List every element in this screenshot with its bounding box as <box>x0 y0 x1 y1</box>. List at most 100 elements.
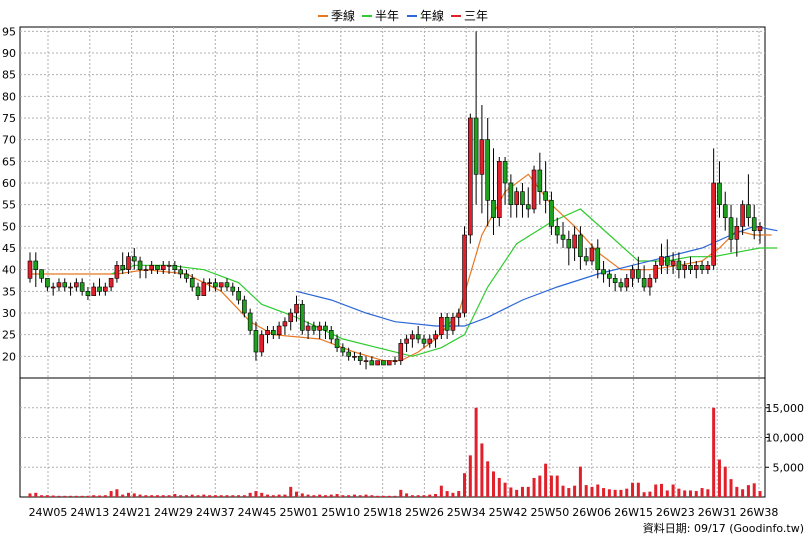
volume-bar <box>520 486 524 497</box>
candle-body <box>108 278 114 288</box>
volume-bar <box>335 494 339 497</box>
volume-bar <box>596 484 600 497</box>
candle-body <box>734 226 740 240</box>
candle-body <box>566 239 572 249</box>
candle-body <box>711 182 716 266</box>
volume-bar <box>242 495 246 497</box>
legend-label-half-year: 半年 <box>375 9 399 23</box>
volume-bar <box>92 495 96 497</box>
candle-body <box>624 278 630 288</box>
volume-bar <box>115 489 119 497</box>
volume-bar <box>619 489 623 497</box>
legend-label-quarter: 季線 <box>331 8 355 23</box>
volume-bar <box>694 491 698 497</box>
volume-bar <box>150 495 154 497</box>
volume-bar <box>347 495 351 497</box>
price-tick-label: 80 <box>2 90 16 103</box>
price-tick-label: 20 <box>2 350 16 363</box>
price-tick-label: 50 <box>2 220 16 233</box>
volume-bar <box>254 491 258 497</box>
candle-body <box>201 282 207 296</box>
candle-body <box>126 256 131 270</box>
volume-bar <box>109 491 113 497</box>
candle-body <box>485 139 490 201</box>
volume-bar <box>509 487 513 497</box>
candle-body <box>751 217 757 231</box>
volume-bar <box>399 489 403 497</box>
x-tick-label: 26W06 <box>572 506 611 519</box>
volume-tick-label: 5,000 <box>773 461 805 474</box>
candle-body <box>653 265 659 279</box>
candle-body <box>224 282 230 288</box>
candle-body <box>641 278 647 288</box>
x-tick-label: 25W18 <box>363 506 402 519</box>
candle-body <box>549 200 554 227</box>
volume-bar <box>208 495 212 497</box>
legend-label-year: 年線 <box>420 8 444 23</box>
x-tick-label: 24W13 <box>70 506 109 519</box>
candle-body <box>218 282 224 288</box>
volume-bar <box>746 485 750 497</box>
volume-bar <box>584 485 588 497</box>
volume-bar <box>544 463 548 497</box>
price-tick-label: 60 <box>2 177 16 190</box>
candle-body <box>531 169 537 210</box>
price-tick-label: 65 <box>2 155 16 168</box>
candle-body <box>207 282 212 284</box>
volume-bar <box>463 473 467 497</box>
volume-bar <box>69 495 73 497</box>
volume-bar <box>758 491 762 497</box>
candle-body <box>328 330 334 340</box>
volume-bar <box>179 495 183 497</box>
volume-bar <box>74 495 78 497</box>
price-tick-label: 30 <box>2 307 16 320</box>
candle-body <box>74 282 79 288</box>
price-tick-label: 40 <box>2 264 16 277</box>
candle-body <box>496 161 502 218</box>
candle-body <box>79 282 85 292</box>
volume-bar <box>578 466 582 497</box>
volume-bar <box>752 483 756 497</box>
volume-bar <box>34 492 38 497</box>
volume-bar <box>63 495 67 497</box>
volume-bar <box>184 495 188 497</box>
candle-body <box>578 234 583 257</box>
volume-bar <box>607 489 611 497</box>
candle-body <box>300 304 305 331</box>
legend-label-three-year: 三年 <box>464 9 488 23</box>
candle-body <box>184 273 189 279</box>
volume-tick-label: 10,000 <box>766 432 805 445</box>
candle-body <box>155 265 160 270</box>
volume-bar <box>190 494 194 497</box>
candle-body <box>45 278 50 288</box>
volume-bar <box>45 495 49 497</box>
candle-body <box>357 356 363 361</box>
volume-bar <box>480 443 484 497</box>
candle-body <box>433 334 438 340</box>
x-tick-label: 24W21 <box>112 506 151 519</box>
volume-bar <box>561 485 565 497</box>
volume-bar <box>28 493 32 497</box>
volume-bar <box>202 494 206 497</box>
candle-body <box>85 291 91 296</box>
data-date-credit: 資料日期: 09/17 (Goodinfo.tw) <box>643 521 804 535</box>
candle-body <box>659 256 664 266</box>
legend-item-quarter: 季線 <box>318 8 355 23</box>
x-tick-label: 25W42 <box>489 506 528 519</box>
volume-bar <box>196 495 200 497</box>
x-tick-label: 25W01 <box>280 506 319 519</box>
x-tick-label: 24W05 <box>29 506 68 519</box>
volume-bar <box>144 495 148 497</box>
volume-bar <box>434 494 438 497</box>
candle-body <box>473 117 479 175</box>
candle-body <box>508 182 514 205</box>
candle-body <box>137 260 143 270</box>
candle-body <box>68 286 73 289</box>
volume-bar <box>51 495 55 497</box>
candle-body <box>352 356 357 358</box>
candle-body <box>612 278 618 283</box>
candle-body <box>346 351 351 357</box>
x-tick-label: 25W50 <box>530 506 569 519</box>
volume-bar <box>688 490 692 497</box>
